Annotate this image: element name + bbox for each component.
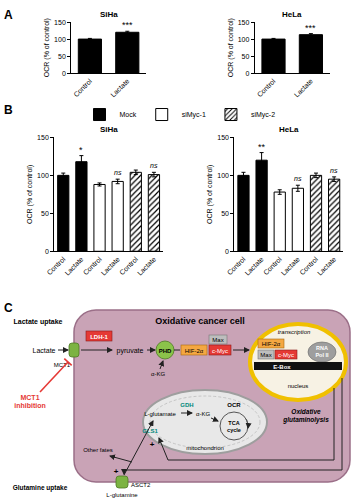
svg-text:c-Myc: c-Myc: [278, 352, 294, 358]
svg-text:Lactate: Lactate: [136, 255, 157, 276]
svg-text:B: B: [4, 103, 13, 117]
svg-text:Control: Control: [256, 77, 277, 98]
svg-text:E-Box: E-Box: [273, 364, 291, 370]
svg-text:α-KG: α-KG: [196, 411, 210, 417]
svg-text:Oxidative cancer cell: Oxidative cancer cell: [155, 316, 245, 326]
svg-text:GDH: GDH: [180, 402, 193, 408]
svg-text:Oxidative: Oxidative: [291, 408, 321, 415]
svg-text:ns: ns: [150, 162, 158, 169]
svg-text:OCR (% of control): OCR (% of control): [43, 18, 51, 77]
svg-text:0: 0: [225, 248, 229, 255]
svg-text:Max: Max: [260, 352, 271, 358]
svg-text:siMyc-2: siMyc-2: [251, 111, 275, 119]
svg-text:OCR (% of control): OCR (% of control): [227, 18, 235, 77]
svg-text:OCR (% of control): OCR (% of control): [26, 165, 34, 224]
svg-text:0: 0: [45, 248, 49, 255]
svg-text:GLS1: GLS1: [142, 428, 158, 434]
svg-text:PHD: PHD: [159, 348, 172, 354]
svg-text:α-KG: α-KG: [151, 371, 165, 377]
svg-text:OCR: OCR: [227, 402, 241, 408]
svg-text:**: **: [258, 142, 266, 152]
svg-text:Lactate: Lactate: [280, 255, 301, 276]
svg-text:Max: Max: [212, 337, 223, 343]
svg-text:150: 150: [54, 19, 66, 26]
svg-text:glutaminolysis: glutaminolysis: [282, 416, 329, 424]
svg-text:siMyc-1: siMyc-1: [182, 111, 206, 119]
svg-text:cycle: cycle: [227, 427, 241, 433]
svg-text:150: 150: [37, 134, 49, 141]
svg-text:OCR (% of control): OCR (% of control): [206, 165, 214, 224]
svg-text:C: C: [4, 301, 13, 315]
svg-text:Lactate: Lactate: [33, 347, 56, 354]
svg-text:TCA: TCA: [228, 420, 239, 426]
svg-text:Glutamine uptake: Glutamine uptake: [13, 484, 68, 492]
svg-text:*: *: [79, 145, 83, 155]
svg-text:***: ***: [305, 23, 316, 33]
svg-text:100: 100: [54, 36, 66, 43]
svg-text:150: 150: [217, 134, 229, 141]
svg-text:c-Myc: c-Myc: [212, 348, 228, 354]
svg-text:Control: Control: [46, 255, 67, 276]
svg-text:0: 0: [245, 70, 249, 77]
svg-text:50: 50: [221, 210, 229, 217]
svg-text:MCT1: MCT1: [53, 362, 71, 368]
svg-text:A: A: [4, 8, 13, 22]
svg-text:Mock: Mock: [120, 111, 137, 118]
svg-text:Lactate: Lactate: [109, 77, 130, 98]
svg-text:100: 100: [37, 172, 49, 179]
svg-text:150: 150: [238, 19, 250, 26]
svg-text:+: +: [150, 440, 155, 449]
svg-text:L-glutamate: L-glutamate: [144, 411, 176, 417]
svg-text:Control: Control: [262, 255, 283, 276]
svg-text:50: 50: [242, 53, 250, 60]
svg-text:RNA: RNA: [316, 345, 328, 351]
svg-text:ns: ns: [114, 169, 122, 176]
svg-text:Lactate: Lactate: [244, 255, 265, 276]
svg-text:HIF-2α: HIF-2α: [185, 348, 204, 354]
svg-text:ns: ns: [294, 175, 302, 182]
svg-text:HeLa: HeLa: [279, 125, 299, 134]
svg-text:0: 0: [62, 70, 66, 77]
svg-text:50: 50: [58, 53, 66, 60]
svg-text:100: 100: [238, 36, 250, 43]
svg-text:Lactate uptake: Lactate uptake: [13, 318, 62, 326]
svg-text:Lactate: Lactate: [293, 77, 314, 98]
svg-text:inhibition: inhibition: [14, 402, 46, 409]
svg-text:Control: Control: [72, 77, 93, 98]
svg-text:Control: Control: [118, 255, 139, 276]
svg-text:100: 100: [217, 172, 229, 179]
svg-text:Control: Control: [226, 255, 247, 276]
svg-text:ns: ns: [330, 167, 338, 174]
svg-text:Lactate: Lactate: [100, 255, 121, 276]
svg-text:nucleus: nucleus: [288, 383, 309, 389]
svg-text:Other fates: Other fates: [83, 447, 113, 453]
svg-text:LDH-1: LDH-1: [90, 334, 108, 340]
svg-text:50: 50: [41, 210, 49, 217]
svg-text:L-glutamine: L-glutamine: [106, 492, 138, 498]
svg-text:SiHa: SiHa: [100, 10, 118, 19]
svg-text:Control: Control: [82, 255, 103, 276]
svg-text:Control: Control: [298, 255, 319, 276]
svg-text:pyruvate: pyruvate: [117, 347, 144, 355]
svg-text:+: +: [114, 467, 119, 476]
svg-text:Lactate: Lactate: [63, 255, 84, 276]
svg-text:Lactate: Lactate: [316, 255, 337, 276]
svg-text:HIF-2α: HIF-2α: [262, 341, 281, 347]
svg-text:Pol II: Pol II: [315, 352, 329, 358]
svg-text:ASCT2: ASCT2: [131, 482, 151, 488]
svg-text:***: ***: [122, 20, 133, 30]
svg-text:mitochondrion: mitochondrion: [186, 445, 224, 451]
svg-text:SiHa: SiHa: [100, 125, 118, 134]
svg-text:transcription: transcription: [278, 329, 311, 335]
svg-text:HeLa: HeLa: [282, 10, 302, 19]
svg-text:MCT1: MCT1: [20, 394, 39, 401]
